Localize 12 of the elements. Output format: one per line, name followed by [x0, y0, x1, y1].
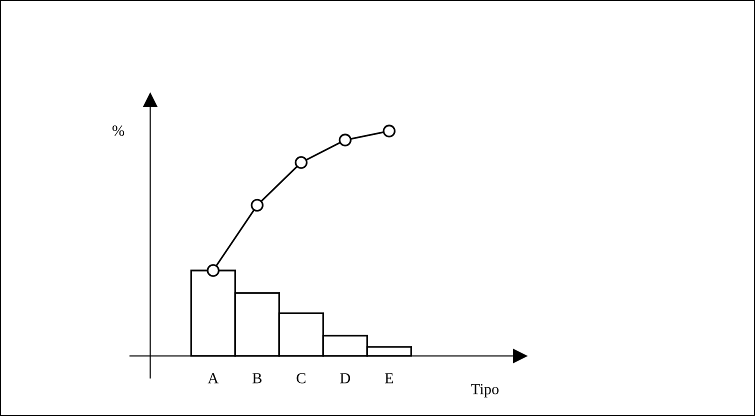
point: [382, 124, 396, 138]
y-axis-title: %: [112, 126, 124, 136]
x-tick-label: D: [340, 373, 350, 384]
x-tick-label: A: [208, 373, 219, 384]
point: [338, 134, 352, 146]
x-tick-label: E: [384, 373, 394, 384]
x-tick-label: C: [296, 373, 306, 384]
x-axis-title: Tipo: [471, 384, 499, 398]
point: [206, 264, 220, 277]
point: [294, 156, 308, 169]
point: [250, 198, 264, 212]
x-tick-label: B: [252, 373, 262, 384]
